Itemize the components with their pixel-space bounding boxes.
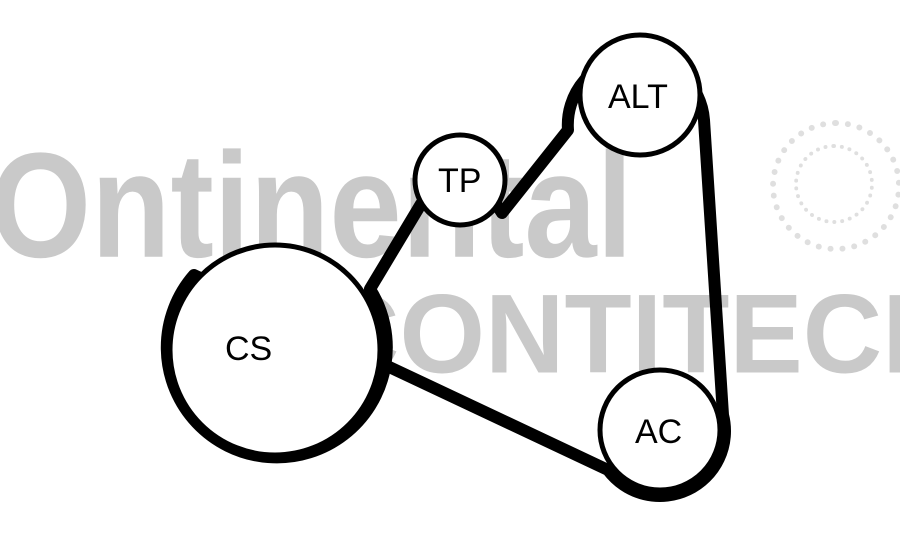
pulley-tp: TP: [415, 135, 505, 225]
pulley-ac: AC: [600, 370, 720, 490]
pulley-cs-label: CS: [225, 330, 272, 368]
pulley-alt: ALT: [580, 35, 700, 155]
pulley-ac-label: AC: [635, 413, 682, 451]
pulley-cs-circle: [170, 245, 380, 455]
pulley-alt-label: ALT: [608, 78, 668, 116]
belt-routing-svg: CS TP ALT AC: [0, 0, 900, 548]
pulley-cs: CS: [170, 245, 380, 455]
diagram-stage: Ontinental CONTITECH CS TP ALT AC: [0, 0, 900, 548]
pulley-tp-label: TP: [438, 162, 481, 200]
